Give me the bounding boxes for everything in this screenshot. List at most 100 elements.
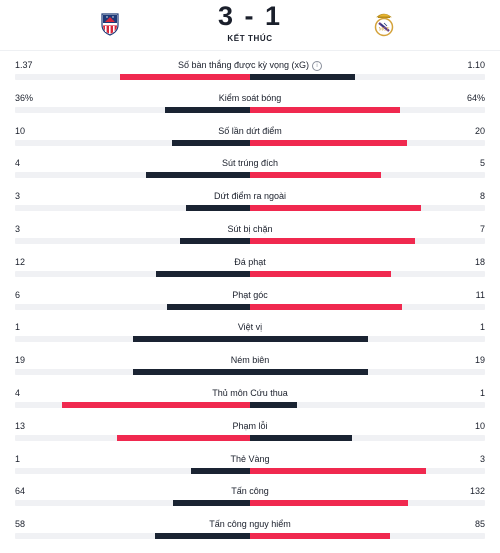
stat-label: Ném biên <box>0 355 500 366</box>
stat-row: 58 Tấn công nguy hiểm 85 <box>0 511 500 544</box>
away-bar-fill <box>250 205 421 212</box>
stat-home-value: 1.37 <box>15 60 33 70</box>
stat-label: Sút bị chặn <box>0 224 500 235</box>
stat-home-value: 12 <box>15 256 26 267</box>
stat-home-value: 4 <box>15 387 21 398</box>
home-bar-fill <box>132 336 250 343</box>
away-bar-track <box>250 401 485 408</box>
away-bar-fill <box>250 434 353 441</box>
home-bar-fill <box>179 237 250 244</box>
stat-away-value: 132 <box>469 486 485 497</box>
away-bar-fill <box>250 303 403 310</box>
stat-home-value: 3 <box>15 191 21 202</box>
away-bar-fill <box>250 172 381 179</box>
stat-home-value: 58 <box>15 519 26 530</box>
home-bar-fill <box>173 500 250 507</box>
atletico-madrid-crest-icon[interactable] <box>101 12 119 36</box>
stat-home-value: 1 <box>15 453 21 464</box>
stat-label-text: Tấn công <box>231 486 269 497</box>
match-header: 3 - 1 KẾT THÚC MCF <box>0 0 500 51</box>
home-bar-track <box>15 172 250 179</box>
stat-label: Tấn công nguy hiểm <box>0 519 500 530</box>
away-bar-fill <box>250 139 407 146</box>
stat-label-text: Số lần dứt điểm <box>218 125 282 136</box>
stat-home-value: 6 <box>15 289 21 300</box>
home-bar-fill <box>132 369 250 376</box>
stat-away-value: 11 <box>475 289 485 300</box>
match-status: KẾT THÚC <box>227 34 273 43</box>
stat-away-value: 20 <box>474 125 485 136</box>
away-bar-fill <box>250 74 355 80</box>
stat-home-value: 3 <box>15 223 21 234</box>
home-bar-track <box>15 237 250 244</box>
away-bar-track <box>250 467 485 474</box>
stat-home-value: 64 <box>15 486 26 497</box>
stat-home-value: 10 <box>15 125 26 136</box>
home-bar-fill <box>119 74 250 80</box>
stat-label: Thủ môn Cứu thua <box>0 388 500 399</box>
away-bar-fill <box>250 369 368 376</box>
home-bar-track <box>15 139 250 146</box>
stats-list: 1.37 Số bàn thắng được kỳ vọng (xG) i 1.10 3… <box>0 52 500 544</box>
away-bar-track <box>250 270 485 277</box>
home-bar-track <box>15 205 250 212</box>
away-bar-track <box>250 172 485 179</box>
away-bar-track <box>250 139 485 146</box>
away-bar-fill <box>250 467 427 474</box>
away-bar-fill <box>250 336 368 343</box>
stat-label: Thẻ Vàng <box>0 454 500 465</box>
home-bar-fill <box>145 172 250 179</box>
home-bar-track <box>15 401 250 408</box>
away-bar-fill <box>250 237 415 244</box>
away-bar-track <box>250 205 485 212</box>
home-bar-track <box>15 336 250 343</box>
home-bar-track <box>15 533 250 540</box>
stat-away-value: 64% <box>466 92 485 103</box>
stat-away-value: 19 <box>474 355 485 366</box>
home-bar-fill <box>156 270 250 277</box>
stat-label-text: Phạm lỗi <box>232 420 268 431</box>
stat-away-value: 8 <box>479 191 485 202</box>
stat-row: 3 Dứt điểm ra ngoài 8 <box>0 183 500 216</box>
stat-label: Số lần dứt điểm <box>0 126 500 137</box>
away-bar-track <box>250 303 485 310</box>
stat-label: Phạt góc <box>0 290 500 301</box>
home-bar-track <box>15 303 250 310</box>
svg-text:MCF: MCF <box>379 28 390 33</box>
stat-label-text: Tấn công nguy hiểm <box>209 519 291 530</box>
stat-away-value: 85 <box>474 519 485 530</box>
stat-away-value: 10 <box>474 420 485 431</box>
stat-home-value: 1 <box>15 322 21 333</box>
home-bar-track <box>15 74 250 80</box>
stat-away-value: 5 <box>479 158 485 169</box>
home-bar-fill <box>154 533 250 540</box>
home-bar-fill <box>62 401 250 408</box>
info-icon[interactable]: i <box>312 61 322 71</box>
home-bar-track <box>15 106 250 113</box>
stat-row: 1.37 Số bàn thắng được kỳ vọng (xG) i 1.10 <box>0 52 500 85</box>
home-bar-fill <box>167 303 250 310</box>
away-bar-track <box>250 74 485 80</box>
stat-label: Phạm lỗi <box>0 421 500 432</box>
stat-label-text: Sút trúng đích <box>221 158 279 169</box>
stat-row: 12 Đá phạt 18 <box>0 249 500 282</box>
stat-row: 10 Số lần dứt điểm 20 <box>0 118 500 151</box>
stat-away-value: 1 <box>479 322 485 333</box>
stat-label: Dứt điểm ra ngoài <box>0 191 500 202</box>
home-bar-fill <box>191 467 250 474</box>
stat-row: 64 Tấn công 132 <box>0 478 500 511</box>
stat-home-value: 19 <box>15 355 26 366</box>
real-madrid-crest-icon[interactable]: MCF <box>373 11 395 37</box>
away-bar-track <box>250 369 485 376</box>
away-bar-track <box>250 434 485 441</box>
home-bar-track <box>15 434 250 441</box>
stat-row: 4 Sút trúng đích 5 <box>0 150 500 183</box>
home-bar-track <box>15 270 250 277</box>
stat-label-text: Ném biên <box>230 355 270 366</box>
stat-away-value: 1.10 <box>467 60 485 70</box>
stat-label-text: Kiểm soát bóng <box>218 92 282 103</box>
stat-away-value: 1 <box>479 387 485 398</box>
away-bar-fill <box>250 270 391 277</box>
stat-home-value: 13 <box>15 420 26 431</box>
stat-away-value: 7 <box>479 223 485 234</box>
